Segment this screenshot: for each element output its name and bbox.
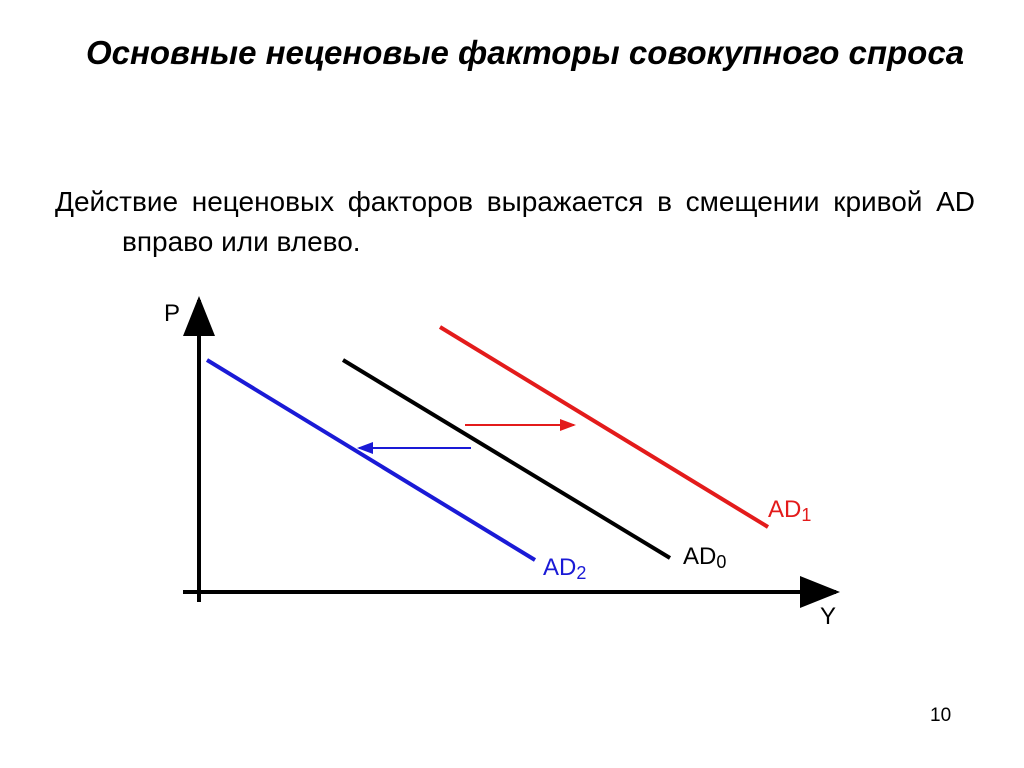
ad2-label: AD2 <box>543 554 586 583</box>
ad2-curve <box>205 358 537 562</box>
ad1-curve <box>438 325 770 529</box>
label-subscript: 0 <box>716 552 726 572</box>
page-number: 10 <box>930 705 952 726</box>
x-axis-label: Y <box>820 603 836 630</box>
label-subscript: 2 <box>576 563 586 583</box>
y-axis-label: P <box>164 300 180 327</box>
label-main: AD <box>543 554 576 581</box>
label-main: AD <box>683 543 716 570</box>
label-main: AD <box>768 496 801 523</box>
ad1-label: AD1 <box>768 496 811 525</box>
ad0-label: AD0 <box>683 543 726 572</box>
label-subscript: 1 <box>801 505 811 525</box>
body-text: Действие неценовых факторов выражается в… <box>55 186 975 257</box>
slide-title: Основные неценовые факторы совокупного с… <box>85 34 965 71</box>
ad0-curve <box>341 358 672 560</box>
